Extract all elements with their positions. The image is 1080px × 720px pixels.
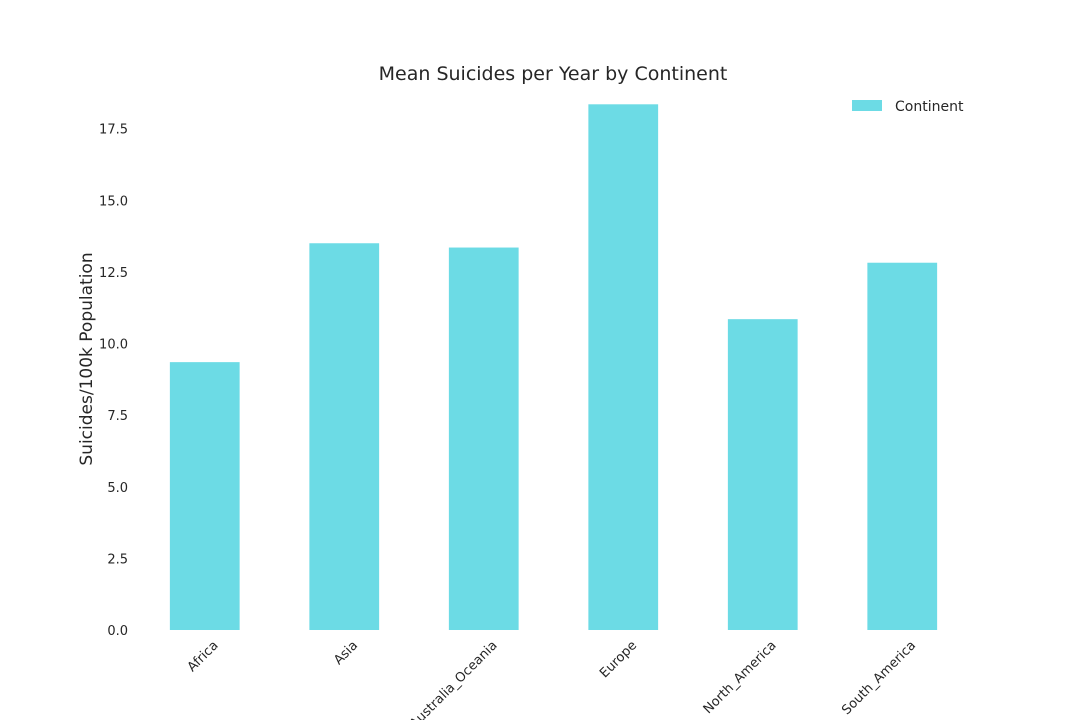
- chart-title: Mean Suicides per Year by Continent: [379, 63, 728, 85]
- y-tick-label: 17.5: [99, 123, 128, 138]
- bar-australia-oceania: [448, 247, 519, 631]
- x-tick-label: Africa: [185, 638, 222, 675]
- y-tick-label: 15.0: [99, 194, 128, 209]
- y-tick-label: 10.0: [99, 338, 128, 353]
- legend: Continent: [852, 99, 964, 115]
- x-tick-label: Australia_Oceania: [407, 638, 500, 720]
- y-tick-label: 12.5: [99, 266, 128, 281]
- y-axis-label: Suicides/100k Population: [77, 252, 97, 465]
- x-tick-label: North_America: [701, 638, 780, 717]
- y-tick-label: 5.0: [107, 481, 128, 496]
- y-tick-label: 0.0: [107, 624, 128, 639]
- y-tick-label: 2.5: [107, 552, 128, 567]
- y-axis-ticks: 0.0 2.5 5.0 7.5 10.0 12.5 15.0 17.5: [99, 123, 128, 639]
- legend-swatch: [852, 100, 882, 111]
- legend-label: Continent: [895, 99, 964, 115]
- bar-south-america: [867, 262, 938, 630]
- y-tick-label: 7.5: [107, 409, 128, 424]
- x-tick-label: Europe: [597, 638, 640, 681]
- bar-europe: [588, 104, 659, 630]
- bars-group: [169, 104, 938, 631]
- bar-africa: [169, 362, 240, 630]
- x-axis-ticks: Africa Asia Australia_Oceania Europe North_A…: [185, 638, 919, 720]
- bar-asia: [309, 243, 380, 631]
- x-tick-label: South_America: [839, 638, 919, 718]
- bar-north-america: [727, 319, 798, 630]
- x-tick-label: Asia: [331, 638, 361, 668]
